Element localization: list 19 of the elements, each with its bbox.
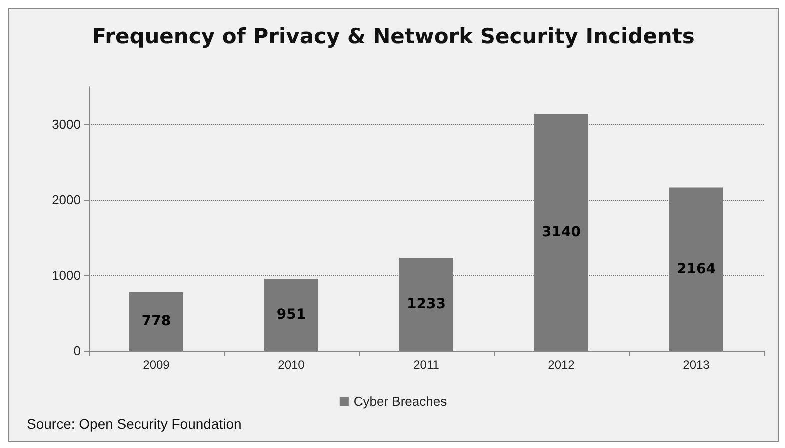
y-tick-label: 1000 xyxy=(52,268,81,284)
source-note: Source: Open Security Foundation xyxy=(27,416,242,432)
data-label: 778 xyxy=(142,314,172,330)
x-tick-label: 2012 xyxy=(548,358,576,372)
data-label: 3140 xyxy=(542,224,582,241)
y-tick-label: 2000 xyxy=(52,192,81,208)
bar xyxy=(130,292,184,351)
bar xyxy=(264,279,318,351)
chart-title: Frequency of Privacy & Network Security Incidents xyxy=(92,24,695,48)
legend-label: Cyber Breaches xyxy=(354,394,448,409)
x-tick-label: 2011 xyxy=(414,358,440,372)
x-tick-label: 2013 xyxy=(683,358,710,372)
x-tick-label: 2009 xyxy=(143,358,170,372)
y-tick-label: 3000 xyxy=(52,117,81,132)
y-tick-label: 0 xyxy=(74,344,81,358)
x-tick-label: 2010 xyxy=(278,358,306,372)
data-label: 2164 xyxy=(677,261,716,278)
data-label: 1233 xyxy=(407,296,446,312)
data-label: 951 xyxy=(276,307,306,324)
